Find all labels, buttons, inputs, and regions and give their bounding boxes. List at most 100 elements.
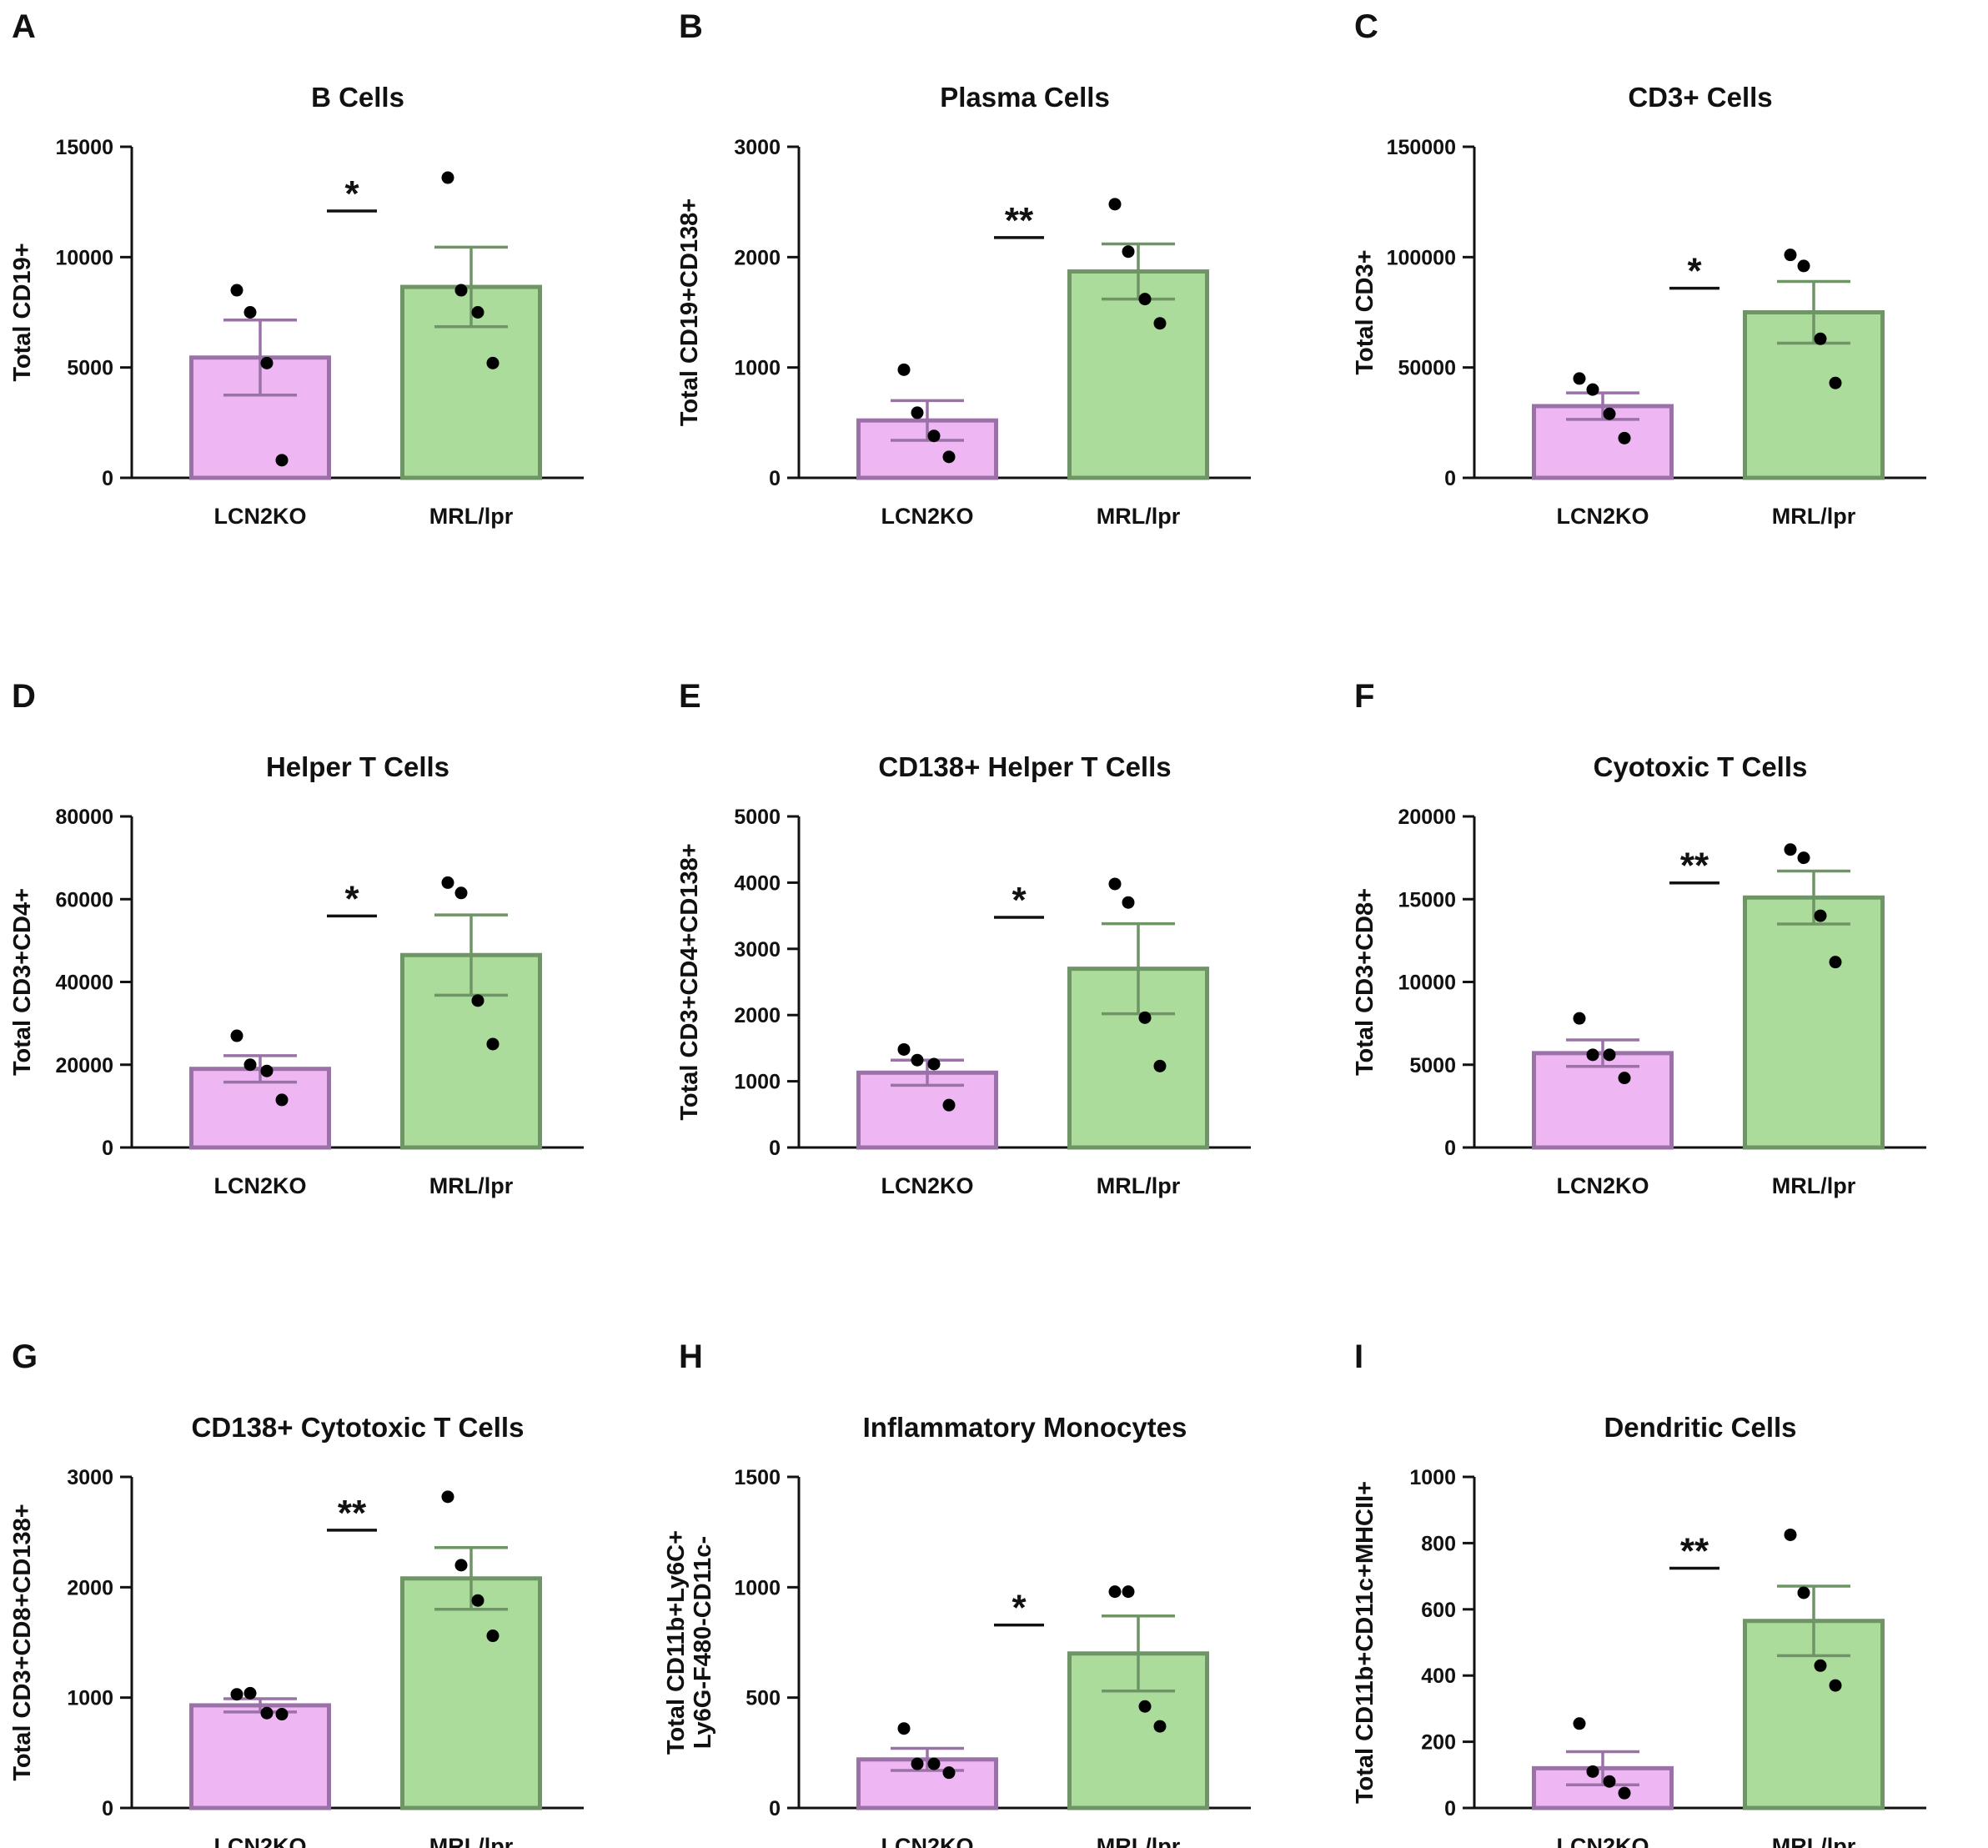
panel-h-letter: H: [679, 1338, 703, 1375]
panel-a-point-mrl-lpr: [471, 306, 484, 319]
panel-h-point-lcn2ko: [897, 1722, 911, 1735]
panel-f-point-lcn2ko: [1603, 1048, 1616, 1062]
panel-f-ytick-label: 0: [1444, 1137, 1456, 1160]
panel-a-title: B Cells: [311, 82, 404, 113]
panel-b-point-mrl-lpr: [1153, 317, 1167, 330]
panel-e-ylabel: Total CD3+CD4+CD138+: [676, 843, 703, 1120]
panel-e-ytick-label: 1000: [734, 1071, 781, 1094]
panel-i-ylabel-line: Total CD11b+CD11c+MHCII+: [1352, 1481, 1378, 1804]
panel-c-point-mrl-lpr: [1784, 249, 1797, 262]
panel-a-point-mrl-lpr: [454, 284, 468, 297]
panel-h-ytick-label: 1500: [734, 1466, 781, 1489]
panel-i-ytick-label: 800: [1421, 1532, 1456, 1555]
panel-b-point-mrl-lpr: [1108, 198, 1122, 211]
panel-e-point-mrl-lpr: [1138, 1011, 1152, 1024]
panel-f-ytick-label: 20000: [1398, 806, 1456, 829]
panel-b-point-mrl-lpr: [1122, 245, 1135, 259]
panel-b-point-lcn2ko: [942, 450, 956, 464]
panel-i-ytick-label: 1000: [1409, 1466, 1456, 1489]
panel-e-point-lcn2ko: [942, 1098, 956, 1112]
panel-d-point-mrl-lpr: [486, 1037, 500, 1051]
panel-a-xtick-label: LCN2KO: [213, 504, 306, 529]
panel-d-point-mrl-lpr: [454, 886, 468, 900]
panel-d-point-lcn2ko: [275, 1093, 289, 1107]
panel-e-point-lcn2ko: [927, 1057, 941, 1071]
panel-i-point-mrl-lpr: [1784, 1528, 1797, 1541]
panel-f-ylabel-line: Total CD3+CD8+: [1352, 888, 1378, 1076]
panel-f-point-lcn2ko: [1586, 1048, 1599, 1062]
panel-c-ytick-label: 100000: [1387, 246, 1456, 269]
panel-e-point-lcn2ko: [911, 1053, 924, 1067]
panel-c: C CD3+ Cells Total CD3+ 0 50000 100000 150000 L…: [1352, 8, 1926, 529]
panel-c-xtick-label: MRL/lpr: [1772, 504, 1856, 529]
panel-f-xtick-label: MRL/lpr: [1772, 1173, 1856, 1198]
panel-g-ylabel: Total CD3+CD8+CD138+: [9, 1504, 36, 1780]
panel-b-ytick-label: 1000: [734, 357, 781, 380]
panel-g-point-mrl-lpr: [441, 1490, 454, 1504]
panel-g-ytick-label: 3000: [67, 1466, 113, 1489]
panel-b-ytick-label: 2000: [734, 246, 781, 269]
panel-g-point-mrl-lpr: [471, 1594, 484, 1607]
panel-i-point-lcn2ko: [1603, 1775, 1616, 1788]
panel-i-xtick-label: LCN2KO: [1556, 1834, 1649, 1848]
panel-h-point-mrl-lpr: [1153, 1720, 1167, 1733]
panel-b-ylabel-line: Total CD19+CD138+: [676, 198, 703, 426]
panel-i-title: Dendritic Cells: [1604, 1412, 1796, 1443]
panel-g: G CD138+ Cytotoxic T Cells Total CD3+CD8+C…: [9, 1338, 584, 1848]
panel-a-ytick-label: 10000: [55, 246, 113, 269]
panel-a-point-lcn2ko: [275, 454, 289, 467]
panel-b-point-lcn2ko: [911, 406, 924, 419]
panel-c-title: CD3+ Cells: [1628, 82, 1772, 113]
panel-e-xtick-label: LCN2KO: [881, 1173, 973, 1198]
panel-i-point-mrl-lpr: [1829, 1679, 1842, 1692]
panel-d-ytick-label: 80000: [55, 806, 113, 829]
panel-g-ytick-label: 0: [102, 1797, 113, 1820]
panel-f-ytick-label: 10000: [1398, 972, 1456, 995]
panel-g-bar-lcn2ko: [189, 1703, 331, 1810]
panel-d: D Helper T Cells Total CD3+CD4+ 0 20000 40000…: [9, 678, 584, 1198]
panel-e-point-lcn2ko: [897, 1042, 911, 1056]
panel-f-point-mrl-lpr: [1797, 851, 1810, 865]
panel-i-ytick-label: 0: [1444, 1797, 1456, 1820]
panel-e-point-mrl-lpr: [1153, 1059, 1167, 1072]
panel-b-bar-mrl-lpr: [1067, 269, 1209, 480]
panel-i-point-mrl-lpr: [1814, 1659, 1827, 1672]
panel-f-letter: F: [1354, 678, 1374, 715]
panel-f-xtick-label: LCN2KO: [1556, 1173, 1649, 1198]
panel-a-ytick-label: 15000: [55, 136, 113, 159]
panel-d-ytick-label: 0: [102, 1137, 113, 1160]
panel-d-point-mrl-lpr: [471, 994, 484, 1007]
panel-d-letter: D: [12, 678, 36, 715]
panel-b-title: Plasma Cells: [940, 82, 1110, 113]
panel-c-point-mrl-lpr: [1797, 259, 1810, 273]
panel-d-title: Helper T Cells: [266, 751, 449, 782]
panel-h-bar-lcn2ko: [856, 1757, 998, 1810]
panel-e-point-mrl-lpr: [1108, 877, 1122, 891]
panel-d-point-lcn2ko: [230, 1029, 243, 1042]
panel-i: I Dendritic Cells Total CD11b+CD11c+MHCII+…: [1352, 1338, 1926, 1848]
panel-i-letter: I: [1354, 1338, 1363, 1375]
panel-a-point-mrl-lpr: [486, 356, 500, 369]
panel-i-point-lcn2ko: [1618, 1786, 1631, 1800]
panel-g-sig-label: **: [338, 1493, 367, 1534]
panel-c-ytick-label: 150000: [1387, 136, 1456, 159]
panel-c-point-lcn2ko: [1573, 372, 1586, 385]
panel-i-ytick-label: 200: [1421, 1731, 1456, 1755]
panel-i-ylabel: Total CD11b+CD11c+MHCII+: [1352, 1481, 1378, 1804]
panel-g-xtick-label: LCN2KO: [213, 1834, 306, 1848]
panel-i-point-lcn2ko: [1573, 1717, 1586, 1730]
panel-h-point-lcn2ko: [927, 1757, 941, 1770]
panel-g-point-lcn2ko: [243, 1686, 257, 1700]
panel-h-point-mrl-lpr: [1108, 1585, 1122, 1599]
panel-a-xtick-label: MRL/lpr: [429, 504, 514, 529]
panel-h-title: Inflammatory Monocytes: [863, 1412, 1187, 1443]
panel-i-xtick-label: MRL/lpr: [1772, 1834, 1856, 1848]
panel-b-ytick-label: 3000: [734, 136, 781, 159]
panel-h-ytick-label: 1000: [734, 1576, 781, 1599]
panel-i-sig-label: **: [1680, 1530, 1709, 1571]
panel-d-xtick-label: MRL/lpr: [429, 1173, 514, 1198]
panel-d-ytick-label: 40000: [55, 972, 113, 995]
panel-f-ylabel: Total CD3+CD8+: [1352, 888, 1378, 1076]
panel-e-bar-mrl-lpr: [1067, 967, 1209, 1150]
